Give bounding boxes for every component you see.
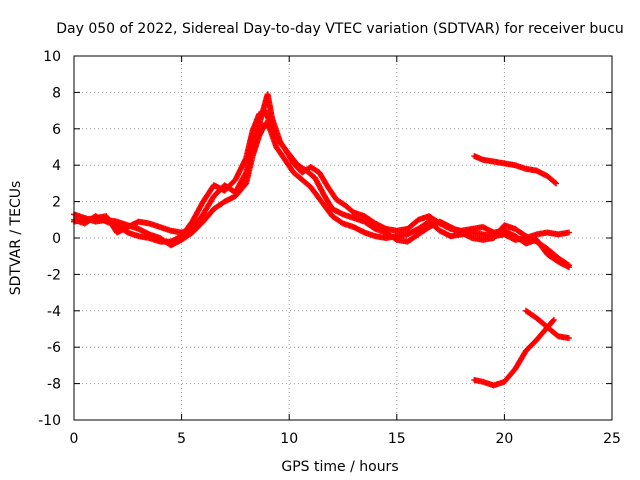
series-track-lower-a (471, 316, 557, 389)
y-tick-label: 0 (52, 231, 61, 247)
data-point (565, 229, 572, 236)
data-point (553, 180, 560, 187)
x-tick-label: 10 (280, 431, 298, 447)
y-tick-label: -10 (38, 413, 61, 429)
chart-title: Day 050 of 2022, Sidereal Day-to-day VTE… (56, 21, 624, 37)
y-tick-label: 4 (52, 158, 61, 174)
data-point (549, 317, 556, 324)
x-tick-label: 15 (388, 431, 406, 447)
y-tick-label: 2 (52, 195, 61, 211)
y-tick-label: 8 (52, 85, 61, 101)
y-axis-label: SDTVAR / TECUs (8, 181, 24, 296)
plot-area (71, 91, 572, 389)
data-point (551, 179, 558, 186)
data-point (550, 316, 557, 323)
y-tick-label: -8 (47, 377, 61, 393)
data-point (565, 264, 572, 271)
series-track-upper (471, 153, 560, 187)
series-track-lower-b (522, 307, 572, 342)
y-tick-label: -6 (47, 340, 61, 356)
x-tick-label: 5 (177, 431, 186, 447)
y-tick-label: 6 (52, 122, 61, 138)
series-track-main-c (71, 107, 572, 271)
x-tick-label: 0 (70, 431, 79, 447)
x-tick-label: 25 (603, 431, 621, 447)
axes: 0 5 10 15 20 25 -10 -8 -6 -4 -2 0 2 4 6 8 10 (38, 49, 621, 447)
x-tick-label: 20 (495, 431, 513, 447)
y-tick-label: 10 (43, 49, 61, 65)
y-tick-label: -4 (47, 304, 61, 320)
data-point (565, 335, 572, 342)
y-tick-label: -2 (47, 267, 61, 283)
x-axis-label: GPS time / hours (281, 459, 398, 475)
